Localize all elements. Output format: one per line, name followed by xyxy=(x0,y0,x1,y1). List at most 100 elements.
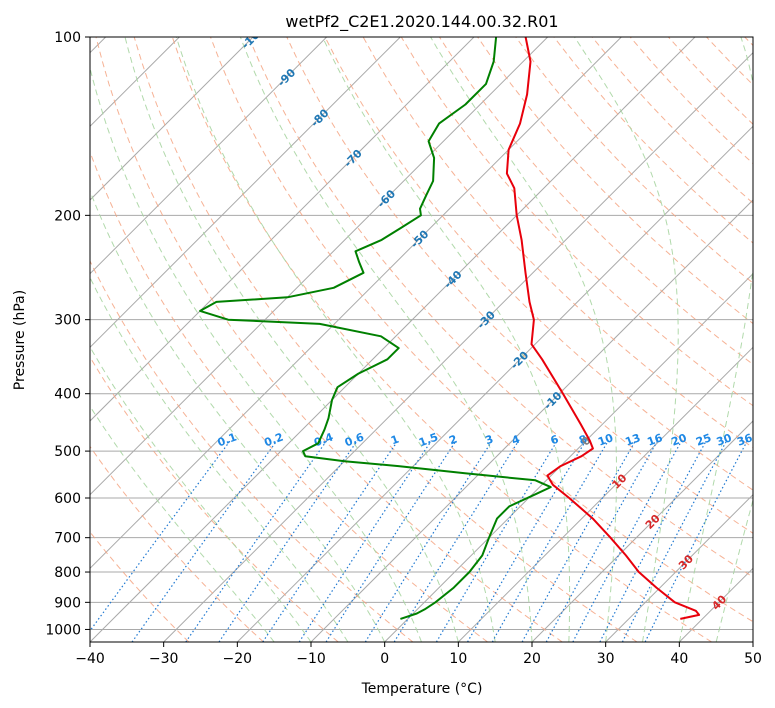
y-tick-label: 300 xyxy=(54,313,81,329)
dewpoint-profile xyxy=(199,37,552,620)
mixing-ratio-line xyxy=(644,440,748,642)
y-axis: 100 200 300 400 500 600 700 800 900 1000 xyxy=(45,30,90,638)
y-tick-label: 1000 xyxy=(45,622,81,638)
mixing-ratio-label: 4 xyxy=(510,432,522,447)
x-tick-label: −30 xyxy=(149,651,179,667)
moist-adiabat-line xyxy=(175,37,496,642)
x-tick-label: 0 xyxy=(380,651,389,667)
isotherm-line xyxy=(310,199,753,642)
mixing-ratio-line xyxy=(364,440,493,642)
y-tick-label: 500 xyxy=(54,444,81,460)
y-tick-label: 900 xyxy=(54,595,81,611)
mixing-ratio-label: 1.5 xyxy=(417,431,440,450)
y-tick-label: 100 xyxy=(54,30,81,46)
moist-adiabat-line xyxy=(90,345,312,642)
dry-adiabat-line xyxy=(171,37,712,642)
data-series xyxy=(199,37,701,620)
y-tick-label: 600 xyxy=(54,491,81,507)
plot-frame xyxy=(89,36,754,643)
isotherm-line xyxy=(457,346,753,642)
dry-adiabat-line xyxy=(668,37,753,125)
moist-adiabat-line xyxy=(574,37,679,642)
moist-adiabat-line xyxy=(90,276,349,642)
moist-adiabat-line xyxy=(124,37,459,642)
dry-adiabat-line xyxy=(133,37,638,642)
moist-adiabat-line xyxy=(239,37,533,642)
x-axis-label: Temperature (°C) xyxy=(361,681,483,697)
x-tick-label: −10 xyxy=(296,651,326,667)
dry-adiabat-line xyxy=(591,37,753,204)
mixing-ratio-line xyxy=(325,440,457,642)
dry-adiabat-line xyxy=(553,37,753,244)
mixing-ratio-label: 36 xyxy=(735,431,754,449)
mixing-ratio-line xyxy=(298,440,432,642)
dry-adiabat-line xyxy=(90,150,488,642)
mixing-ratio-line xyxy=(466,440,587,642)
dry-adiabat-line xyxy=(90,445,264,642)
dry-adiabat-line xyxy=(744,37,753,47)
x-tick-label: −20 xyxy=(223,651,253,667)
dry-adiabat-line xyxy=(248,37,753,578)
mixing-ratio-line xyxy=(521,440,637,642)
mixing-ratio-label: 1 xyxy=(389,433,401,448)
mixing-ratio-label: 6 xyxy=(549,432,561,447)
moist-adiabat-line xyxy=(430,37,617,642)
mixing-ratio-label: 3 xyxy=(483,433,495,448)
isotherm-line xyxy=(236,125,753,642)
mixing-ratio-line xyxy=(491,440,609,642)
moist-adiabat-line xyxy=(715,498,753,642)
x-tick-label: −40 xyxy=(75,651,105,667)
moist-adiabat-line xyxy=(678,37,753,642)
y-tick-label: 800 xyxy=(54,565,81,581)
mixing-ratio-line xyxy=(218,440,358,642)
dry-adiabat-line xyxy=(210,37,753,623)
isotherm-line xyxy=(531,420,753,642)
mixing-ratio-line xyxy=(131,440,278,642)
mixing-ratio-line xyxy=(185,440,328,642)
isotherm-line xyxy=(90,37,549,496)
mixing-ratio-label: 0.2 xyxy=(262,431,285,450)
mixing-ratio-line xyxy=(90,440,231,632)
isotherm-line xyxy=(384,272,753,642)
dry-adiabat-line xyxy=(515,37,753,284)
isotherm-line xyxy=(90,37,401,349)
x-axis: −40 −30 −20 −10 0 10 20 30 40 50 xyxy=(75,642,762,667)
mixing-ratio-line xyxy=(599,440,707,642)
isotherm-line xyxy=(90,37,475,422)
mixing-ratio-label: 8 xyxy=(577,433,589,448)
temperature-profile xyxy=(505,37,701,620)
background-lines xyxy=(90,37,753,642)
isotherm-line xyxy=(678,567,753,642)
dry-adiabat-line xyxy=(90,356,339,642)
mixing-ratio-label: 16 xyxy=(645,431,664,449)
dry-adiabat-line xyxy=(95,37,563,642)
mixing-ratio-line xyxy=(393,440,520,642)
mixing-ratio-line xyxy=(435,440,558,642)
x-tick-label: 50 xyxy=(744,651,762,667)
isotherm-line xyxy=(90,37,254,201)
mixing-ratio-label: 2 xyxy=(447,433,459,448)
isotherm-line xyxy=(90,37,622,570)
mixing-ratio-label: 25 xyxy=(694,431,713,448)
mixing-ratio-label: 0.4 xyxy=(312,430,335,449)
mixing-ratio-line xyxy=(262,440,399,642)
moist-adiabat-line xyxy=(90,189,386,642)
mixing-ratio-label: 30 xyxy=(715,431,734,449)
mixing-ratio-label: 20 xyxy=(670,431,689,449)
dry-adiabat-line xyxy=(324,37,753,491)
chart-title: wetPf2_C2E1.2020.144.00.32.R01 xyxy=(285,12,558,32)
mixing-ratio-label: 10 xyxy=(596,431,615,449)
y-tick-label: 200 xyxy=(54,208,81,224)
isotherm-line xyxy=(752,641,753,642)
x-tick-label: 10 xyxy=(449,651,467,667)
mixing-ratio-line xyxy=(572,440,683,642)
dry-adiabat-line xyxy=(90,259,414,642)
dry-adiabat-line xyxy=(90,531,190,642)
moist-adiabat-line xyxy=(322,37,571,642)
isotherm-line xyxy=(163,51,753,642)
isotherm-line xyxy=(90,37,328,275)
y-axis-label: Pressure (hPa) xyxy=(12,290,28,390)
y-tick-label: 700 xyxy=(54,531,81,547)
x-tick-label: 30 xyxy=(597,651,615,667)
